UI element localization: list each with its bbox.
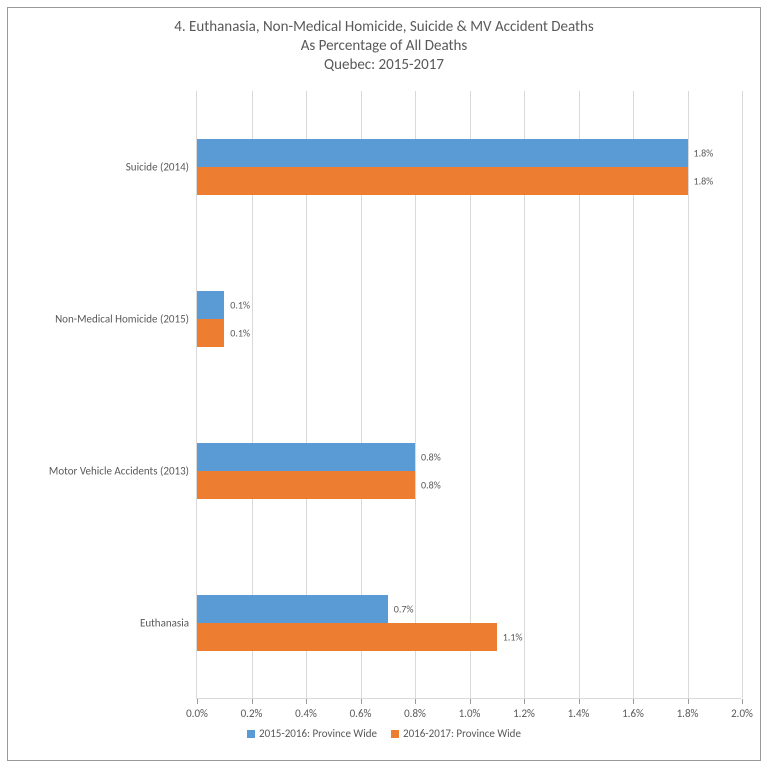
x-tick (415, 699, 416, 704)
x-tick (579, 699, 580, 704)
legend-swatch (247, 730, 255, 738)
bar-value-label: 0.8% (415, 479, 441, 492)
legend-item: 2015-2016: Province Wide (247, 727, 377, 740)
x-tick (361, 699, 362, 704)
chart-title-line: 4. Euthanasia, Non-Medical Homicide, Sui… (8, 18, 760, 37)
x-axis-label: 0.8% (404, 707, 426, 720)
bar (197, 471, 415, 499)
chart-title-line: Quebec: 2015-2017 (8, 56, 760, 75)
y-axis-category-label: Non-Medical Homicide (2015) (17, 313, 197, 326)
bar-value-label: 1.1% (497, 631, 523, 644)
x-axis-label: 0.4% (295, 707, 317, 720)
x-tick (197, 699, 198, 704)
x-tick (470, 699, 471, 704)
y-axis-category-label: Motor Vehicle Accidents (2013) (17, 465, 197, 478)
bar (197, 319, 224, 347)
bar-value-label: 1.8% (688, 147, 714, 160)
x-axis-label: 1.2% (513, 707, 535, 720)
legend: 2015-2016: Province Wide 2016-2017: Provi… (8, 727, 760, 740)
plot-area: 0.0%0.2%0.4%0.6%0.8%1.0%1.2%1.4%1.6%1.8%… (196, 91, 741, 699)
bar (197, 443, 415, 471)
x-axis-label: 0.2% (241, 707, 263, 720)
y-axis-category-label: Euthanasia (17, 617, 197, 630)
bar (197, 595, 388, 623)
x-tick (306, 699, 307, 704)
x-tick (688, 699, 689, 704)
legend-label: 2015-2016: Province Wide (259, 727, 377, 740)
y-axis-category-label: Suicide (2014) (17, 161, 197, 174)
x-axis-label: 1.0% (459, 707, 481, 720)
chart-title: 4. Euthanasia, Non-Medical Homicide, Sui… (8, 18, 760, 74)
bar (197, 623, 497, 651)
x-axis-label: 0.6% (350, 707, 372, 720)
x-tick (633, 699, 634, 704)
bar (197, 291, 224, 319)
chart-container: 4. Euthanasia, Non-Medical Homicide, Sui… (7, 7, 761, 761)
bar-value-label: 0.1% (224, 299, 250, 312)
chart-title-line: As Percentage of All Deaths (8, 37, 760, 56)
x-axis-label: 2.0% (731, 707, 753, 720)
bar (197, 139, 688, 167)
x-tick (742, 699, 743, 704)
bar-value-label: 0.8% (415, 451, 441, 464)
x-tick (252, 699, 253, 704)
bar-value-label: 0.1% (224, 327, 250, 340)
x-axis-label: 1.8% (677, 707, 699, 720)
bar-value-label: 1.8% (688, 175, 714, 188)
legend-label: 2016-2017: Province Wide (403, 727, 521, 740)
x-axis-label: 0.0% (186, 707, 208, 720)
bar (197, 167, 688, 195)
gridline (742, 91, 743, 698)
x-axis-label: 1.4% (568, 707, 590, 720)
legend-swatch (391, 730, 399, 738)
legend-item: 2016-2017: Province Wide (391, 727, 521, 740)
bar-value-label: 0.7% (388, 603, 414, 616)
x-tick (524, 699, 525, 704)
x-axis-label: 1.6% (622, 707, 644, 720)
